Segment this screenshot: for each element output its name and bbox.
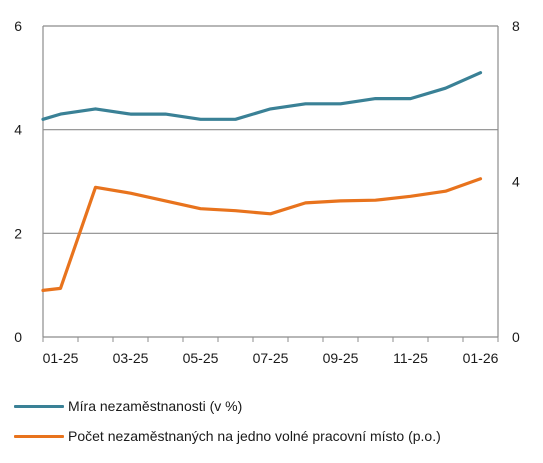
series-line-unemployed-per-vacancy — [41, 177, 483, 292]
left-tick-label-4: 4 — [14, 122, 22, 138]
x-tick-label-03-25: 03-25 — [113, 350, 149, 366]
axes — [42, 26, 499, 338]
left-tick-label-6: 6 — [14, 18, 22, 34]
x-tick-label-11-25: 11-25 — [393, 350, 428, 366]
left-tick-label-0: 0 — [14, 329, 22, 345]
series-line-unemployment-rate — [41, 71, 483, 121]
right-tick-label-8: 8 — [512, 18, 520, 34]
x-tick-label-01-26: 01-26 — [463, 350, 499, 366]
right-tick-label-0: 0 — [512, 329, 520, 345]
left-tick-label-2: 2 — [14, 225, 22, 241]
right-axis-ticks: 0 4 8 — [512, 18, 520, 345]
series-lines — [41, 71, 483, 292]
x-tick-label-07-25: 07-25 — [253, 350, 289, 366]
legend-item-unemployed-per-vacancy: Počet nezaměstnaných na jedno volné prac… — [14, 428, 441, 444]
right-tick-label-4: 4 — [512, 174, 520, 190]
gridlines — [43, 25, 498, 234]
x-tick-label-01-25: 01-25 — [43, 350, 79, 366]
x-axis-ticks: 01-25 03-25 05-25 07-25 09-25 11-25 01-26 — [42, 337, 499, 366]
legend-label-unemployed-per-vacancy: Počet nezaměstnaných na jedno volné prac… — [68, 428, 441, 444]
x-tick-label-09-25: 09-25 — [323, 350, 359, 366]
left-axis-ticks: 0 2 4 6 — [14, 18, 22, 345]
legend-label-unemployment-rate: Míra nezaměstnanosti (v %) — [68, 398, 243, 414]
legend-item-unemployment-rate: Míra nezaměstnanosti (v %) — [14, 398, 242, 414]
legend-swatch-unemployed-per-vacancy — [14, 434, 64, 438]
legend-swatch-unemployment-rate — [14, 404, 64, 408]
x-tick-label-05-25: 05-25 — [183, 350, 219, 366]
